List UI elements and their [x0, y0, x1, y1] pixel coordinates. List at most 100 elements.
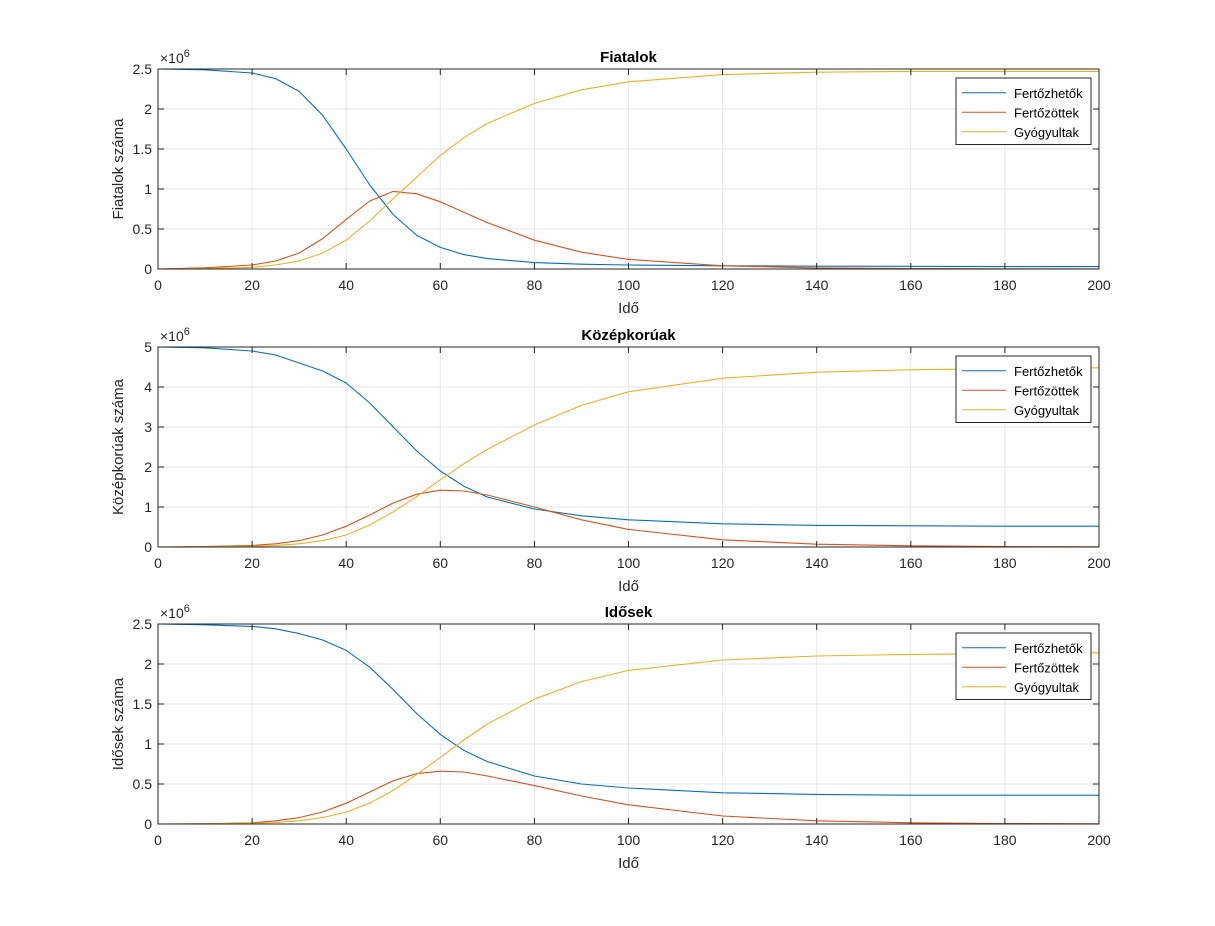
x-tick-label: 80 — [527, 277, 543, 293]
chart-title: Középkorúak — [581, 327, 676, 344]
x-tick-label: 40 — [338, 555, 354, 571]
legend-entry-1: Fertőzhetők — [1014, 86, 1083, 101]
y-tick-label: 1 — [144, 181, 152, 197]
y-tick-label: 2 — [144, 101, 152, 117]
x-tick-label: 140 — [805, 277, 829, 293]
ticks: 0 20 40 60 80 100 120 140 160 180 200 0 1 2 3 4 5 — [144, 339, 1111, 571]
y-tick-label: 2.5 — [133, 616, 153, 632]
series-line-3 — [157, 70, 1099, 270]
legend: Fertőzhetők Fertőzöttek Gyógyultak — [955, 77, 1092, 145]
chart-panel-2: 0 20 40 60 80 100 120 140 160 180 200 0 1 2 3 4 5 ×106 Köz… — [110, 326, 1111, 595]
x-tick-label: 100 — [617, 555, 641, 571]
legend-entry-1: Fertőzhetők — [1014, 641, 1083, 656]
legend-entry-3: Gyógyultak — [1014, 125, 1080, 140]
series-line-2 — [157, 489, 1100, 548]
y-tick-label: 0 — [144, 816, 152, 832]
series-group — [157, 346, 1100, 548]
y-tick-label: 0.5 — [133, 776, 153, 792]
legend-box — [955, 77, 1092, 145]
y-axis-label: Idősek száma — [110, 677, 127, 770]
x-tick-label: 160 — [899, 832, 923, 848]
x-tick-label: 100 — [617, 832, 641, 848]
series-line-3 — [157, 367, 1100, 548]
legend-entry-3: Gyógyultak — [1014, 403, 1080, 418]
y-tick-label: 0.5 — [133, 221, 153, 237]
ticks: 0 20 40 60 80 100 120 140 160 180 200 0 0.5 1 1.5 2 2.5 — [133, 61, 1111, 293]
x-tick-label: 0 — [154, 277, 162, 293]
x-tick-label: 140 — [805, 832, 829, 848]
x-tick-label: 20 — [244, 832, 260, 848]
legend-entry-1: Fertőzhetők — [1014, 364, 1083, 379]
x-tick-label: 180 — [993, 277, 1017, 293]
legend-box — [955, 355, 1092, 423]
y-tick-label: 4 — [144, 379, 152, 395]
x-axis-label: Idő — [618, 578, 639, 595]
x-tick-label: 60 — [433, 832, 449, 848]
series-line-2 — [157, 770, 1100, 825]
x-tick-label: 20 — [244, 555, 260, 571]
legend: Fertőzhetők Fertőzöttek Gyógyultak — [955, 632, 1092, 700]
x-tick-label: 80 — [527, 832, 543, 848]
x-tick-label: 120 — [711, 555, 735, 571]
x-tick-label: 120 — [711, 277, 735, 293]
y-tick-label: 0 — [144, 261, 152, 277]
legend-entry-2: Fertőzöttek — [1014, 383, 1080, 398]
y-tick-label: 2 — [144, 656, 152, 672]
x-tick-label: 180 — [993, 555, 1017, 571]
y-axis-label: Középkorúak száma — [110, 378, 127, 515]
x-tick-label: 160 — [899, 555, 923, 571]
y-exponent-label: ×106 — [160, 326, 190, 344]
y-tick-label: 0 — [144, 539, 152, 555]
y-tick-label: 1 — [144, 499, 152, 515]
chart-panel-3: 0 20 40 60 80 100 120 140 160 180 200 0 0.5 1 1.5 2 2.5 ×… — [110, 603, 1111, 872]
series-line-3 — [157, 652, 1100, 825]
y-axis-label: Fiatalok száma — [110, 118, 127, 220]
legend: Fertőzhetők Fertőzöttek Gyógyultak — [955, 355, 1092, 423]
y-tick-label: 1.5 — [133, 141, 153, 157]
series-line-1 — [157, 346, 1099, 527]
x-tick-label: 160 — [899, 277, 923, 293]
legend-entry-2: Fertőzöttek — [1014, 660, 1080, 675]
series-line-1 — [157, 68, 1100, 268]
x-tick-label: 0 — [154, 832, 162, 848]
y-tick-label: 3 — [144, 419, 152, 435]
y-tick-label: 1.5 — [133, 696, 153, 712]
y-exponent-power: 6 — [184, 326, 190, 338]
x-tick-label: 100 — [617, 277, 641, 293]
x-tick-label: 200 — [1087, 277, 1111, 293]
y-exponent-label: ×106 — [160, 48, 190, 66]
x-tick-label: 40 — [338, 832, 354, 848]
x-tick-label: 140 — [805, 555, 829, 571]
y-exponent-label: ×106 — [160, 603, 190, 621]
chart-title: Idősek — [605, 604, 653, 621]
series-group — [157, 68, 1100, 270]
legend-entry-2: Fertőzöttek — [1014, 105, 1080, 120]
x-tick-label: 60 — [433, 555, 449, 571]
y-tick-label: 2.5 — [133, 61, 153, 77]
y-tick-label: 2 — [144, 459, 152, 475]
chart-panel-1: 0 20 40 60 80 100 120 140 160 180 200 0 0.5 1 1.5 2 2.5 ×… — [110, 48, 1111, 317]
series-group — [157, 623, 1100, 825]
x-tick-label: 200 — [1087, 555, 1111, 571]
x-axis-label: Idő — [618, 300, 639, 317]
legend-entry-3: Gyógyultak — [1014, 680, 1080, 695]
x-tick-label: 180 — [993, 832, 1017, 848]
legend-box — [955, 632, 1092, 700]
y-exponent-power: 6 — [184, 603, 190, 615]
chart-title: Fiatalok — [600, 49, 657, 66]
series-line-2 — [157, 190, 1100, 270]
y-exponent-power: 6 — [184, 48, 190, 60]
y-tick-label: 1 — [144, 736, 152, 752]
ticks: 0 20 40 60 80 100 120 140 160 180 200 0 0.5 1 1.5 2 2.5 — [133, 616, 1111, 848]
x-tick-label: 60 — [433, 277, 449, 293]
x-tick-label: 80 — [527, 555, 543, 571]
x-tick-label: 20 — [244, 277, 260, 293]
x-tick-label: 120 — [711, 832, 735, 848]
x-axis-label: Idő — [618, 855, 639, 872]
series-line-1 — [157, 623, 1099, 796]
x-tick-label: 200 — [1087, 832, 1111, 848]
y-tick-label: 5 — [144, 339, 152, 355]
x-tick-label: 40 — [338, 277, 354, 293]
x-tick-label: 0 — [154, 555, 162, 571]
